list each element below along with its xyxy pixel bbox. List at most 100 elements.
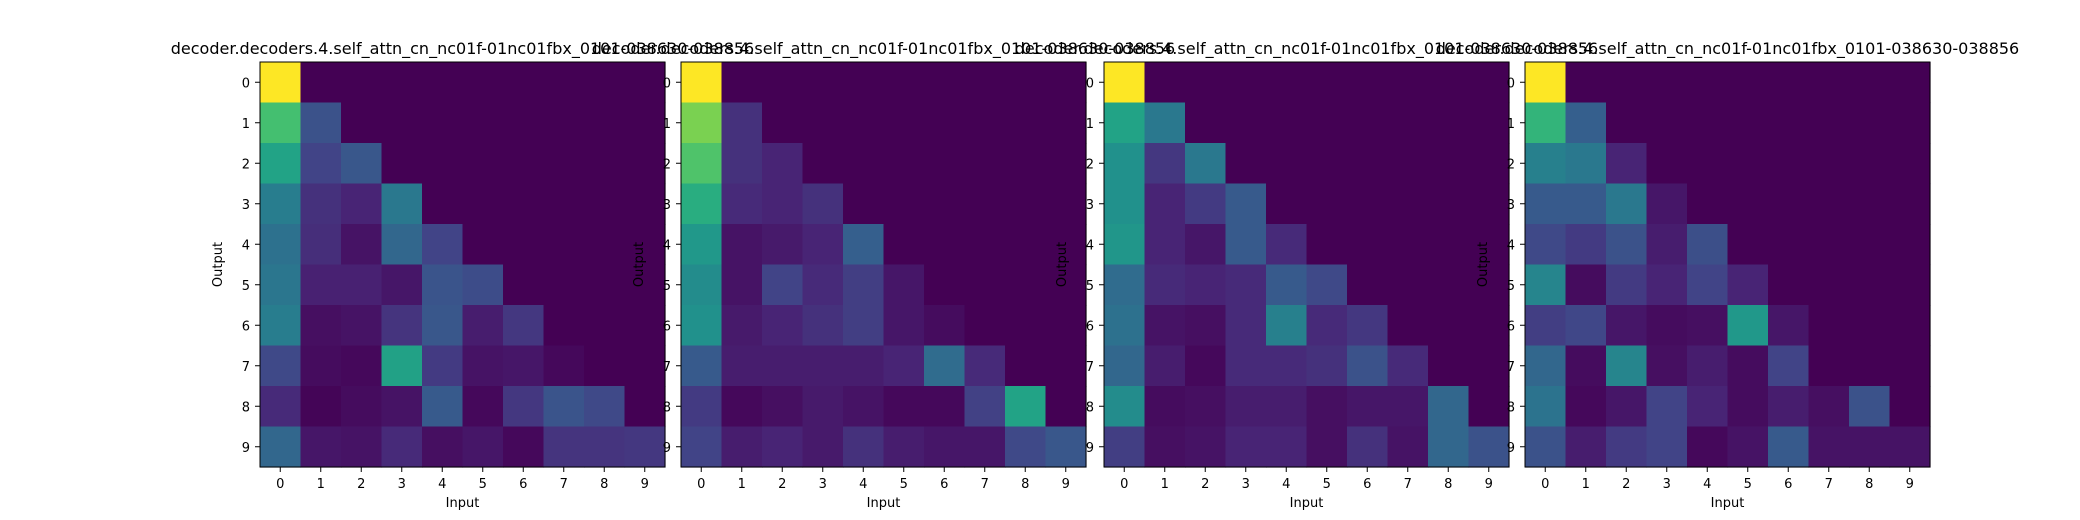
heatmap-cell xyxy=(381,426,423,468)
heatmap-cell xyxy=(843,183,885,225)
heatmap-cell xyxy=(462,345,504,387)
heatmap-cell xyxy=(1687,102,1729,144)
heatmap-cell xyxy=(1687,386,1729,428)
heatmap-cell xyxy=(1347,102,1389,144)
heatmap-cell xyxy=(1185,264,1227,306)
heatmap-cell xyxy=(1144,305,1186,347)
heatmap-cell xyxy=(843,264,885,306)
heatmap-cell xyxy=(1468,224,1510,266)
heatmap-cell xyxy=(1808,224,1850,266)
heatmap-cell xyxy=(381,345,423,387)
x-axis-label: Input xyxy=(867,496,901,511)
x-tick-label: 3 xyxy=(398,477,406,492)
heatmap-cell xyxy=(1525,305,1567,347)
heatmap-cell xyxy=(762,264,804,306)
heatmap-cell xyxy=(1387,386,1429,428)
x-tick-label: 0 xyxy=(697,477,705,492)
heatmap-cell xyxy=(503,62,545,104)
heatmap-cell xyxy=(1225,183,1267,225)
y-tick-label: 1 xyxy=(1507,117,1515,132)
heatmap-cell xyxy=(1306,345,1348,387)
heatmap-cell xyxy=(1225,62,1267,104)
heatmap-cell xyxy=(1646,426,1688,468)
heatmap-cell xyxy=(762,183,804,225)
heatmap-cell xyxy=(721,143,763,185)
heatmap-cell xyxy=(802,345,844,387)
heatmap-cell xyxy=(543,183,585,225)
heatmap-cell xyxy=(1045,345,1087,387)
heatmap-cell xyxy=(624,183,666,225)
heatmap-cell xyxy=(1565,345,1607,387)
heatmap-cell xyxy=(1387,102,1429,144)
heatmap-panel-1: 0 1 2 3 4 5 6 7 8 9 0 1 2 3 4 5 6 7 8 9 Input Output decoder.d… xyxy=(171,39,754,511)
heatmap-cell xyxy=(964,264,1006,306)
heatmap-cell xyxy=(1428,345,1470,387)
x-tick-label: 0 xyxy=(276,477,284,492)
x-tick-label: 8 xyxy=(1021,477,1029,492)
heatmap-cell xyxy=(1687,183,1729,225)
heatmap-cell xyxy=(1525,143,1567,185)
heatmap-cell xyxy=(1808,143,1850,185)
heatmap-cell xyxy=(1428,143,1470,185)
heatmap-cell xyxy=(1225,143,1267,185)
heatmap-cell xyxy=(843,62,885,104)
heatmap-cell xyxy=(341,345,383,387)
heatmap-cell xyxy=(300,102,342,144)
heatmap-cell xyxy=(1306,426,1348,468)
heatmap-cell xyxy=(462,264,504,306)
heatmap-cell xyxy=(1646,305,1688,347)
heatmap-cell xyxy=(1185,183,1227,225)
y-tick-label: 8 xyxy=(1086,400,1094,415)
heatmap-cell xyxy=(843,426,885,468)
x-tick-label: 9 xyxy=(1906,477,1914,492)
heatmap-cell xyxy=(1428,102,1470,144)
heatmap-cell xyxy=(964,143,1006,185)
heatmap-cell xyxy=(1387,426,1429,468)
heatmap-cell xyxy=(1225,386,1267,428)
heatmap-cell xyxy=(1387,224,1429,266)
heatmap-cell xyxy=(883,143,925,185)
heatmap-cell xyxy=(584,426,626,468)
heatmap-cell xyxy=(381,386,423,428)
heatmap-cell xyxy=(381,224,423,266)
x-axis-label: Input xyxy=(446,496,480,511)
heatmap-cell xyxy=(462,62,504,104)
heatmap-cell xyxy=(681,102,723,144)
heatmap-cell xyxy=(1808,386,1850,428)
heatmap-cell xyxy=(1525,264,1567,306)
heatmap-cell xyxy=(1347,426,1389,468)
heatmap-cell xyxy=(1266,305,1308,347)
heatmap-cell xyxy=(462,183,504,225)
heatmap-cell xyxy=(924,183,966,225)
heatmap-cell xyxy=(843,102,885,144)
x-tick-label: 6 xyxy=(1784,477,1792,492)
x-tick-label: 0 xyxy=(1120,477,1128,492)
heatmap-cell xyxy=(300,62,342,104)
heatmap-cell xyxy=(1646,345,1688,387)
heatmap-cell xyxy=(462,426,504,468)
y-axis-label: Output xyxy=(1055,242,1070,287)
x-tick-label: 1 xyxy=(317,477,325,492)
heatmap-cell xyxy=(422,62,464,104)
y-tick-label: 3 xyxy=(1507,198,1515,213)
heatmap-cell xyxy=(422,102,464,144)
heatmap-cell xyxy=(1266,386,1308,428)
heatmap-cell xyxy=(721,62,763,104)
heatmap-cell xyxy=(1266,426,1308,468)
heatmap-cell xyxy=(1347,345,1389,387)
heatmap-cell xyxy=(1565,426,1607,468)
x-tick-label: 7 xyxy=(1825,477,1833,492)
y-tick-label: 9 xyxy=(663,441,671,456)
heatmap-cell xyxy=(1889,143,1931,185)
heatmap-cell xyxy=(422,426,464,468)
heatmap-cell xyxy=(1768,264,1810,306)
heatmap-cell xyxy=(1646,102,1688,144)
heatmap-cell xyxy=(1266,264,1308,306)
heatmap-cell xyxy=(721,224,763,266)
heatmap-cell xyxy=(341,102,383,144)
heatmap-cell xyxy=(503,264,545,306)
heatmap-cell xyxy=(1606,345,1648,387)
x-tick-label: 5 xyxy=(479,477,487,492)
heatmap-cell xyxy=(422,224,464,266)
